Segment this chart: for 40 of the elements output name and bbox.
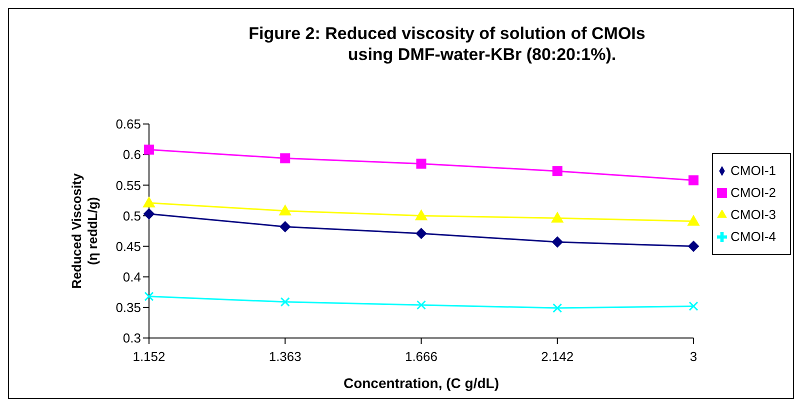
y-tick-label: 0.4 — [122, 269, 141, 284]
y-tick-label: 0.55 — [116, 178, 141, 193]
x-axis-title: Concentration, (C g/dL) — [343, 375, 500, 391]
y-tick-label: 0.45 — [116, 238, 141, 254]
point — [688, 240, 699, 252]
point — [552, 303, 562, 313]
point — [415, 210, 428, 220]
point — [280, 221, 291, 232]
legend-label: CMOI-4 — [730, 228, 776, 244]
point — [144, 292, 154, 302]
y-tick-label: 0.6 — [122, 147, 141, 162]
y-tick-label: 0.65 — [116, 116, 141, 132]
legend-label: CMOI-3 — [730, 206, 776, 222]
legend-label: CMOI-2 — [730, 184, 776, 200]
point — [688, 175, 698, 186]
point — [552, 236, 563, 248]
y-axis-title: Reduced Viscosity (η reddL/g) — [69, 172, 100, 289]
point — [416, 158, 426, 169]
point — [551, 212, 564, 223]
x-tick-label: 1.666 — [404, 349, 438, 364]
x-tick-label: 1.152 — [132, 349, 166, 364]
point — [280, 153, 290, 164]
y-tick-label: 0.3 — [122, 330, 141, 346]
point — [416, 300, 426, 310]
point — [143, 196, 155, 208]
point — [144, 144, 154, 155]
y-tick-label: 0.35 — [116, 300, 141, 316]
x-tick-label: 3 — [690, 349, 698, 364]
point — [280, 297, 290, 307]
point — [144, 208, 154, 220]
x-tick-label: 1.363 — [268, 349, 302, 364]
legend-label: CMOI-1 — [730, 162, 776, 178]
point — [688, 301, 698, 311]
x-tick-label: 2.142 — [541, 349, 574, 364]
point — [279, 204, 292, 216]
point — [552, 166, 562, 176]
point — [688, 215, 700, 226]
point — [416, 228, 427, 239]
y-tick-label: 0.5 — [122, 208, 141, 224]
chart-title: Figure 2: Reduced viscosity of solution of CMOIs using DMF-water-KBr (80:20:1%). — [248, 23, 646, 65]
